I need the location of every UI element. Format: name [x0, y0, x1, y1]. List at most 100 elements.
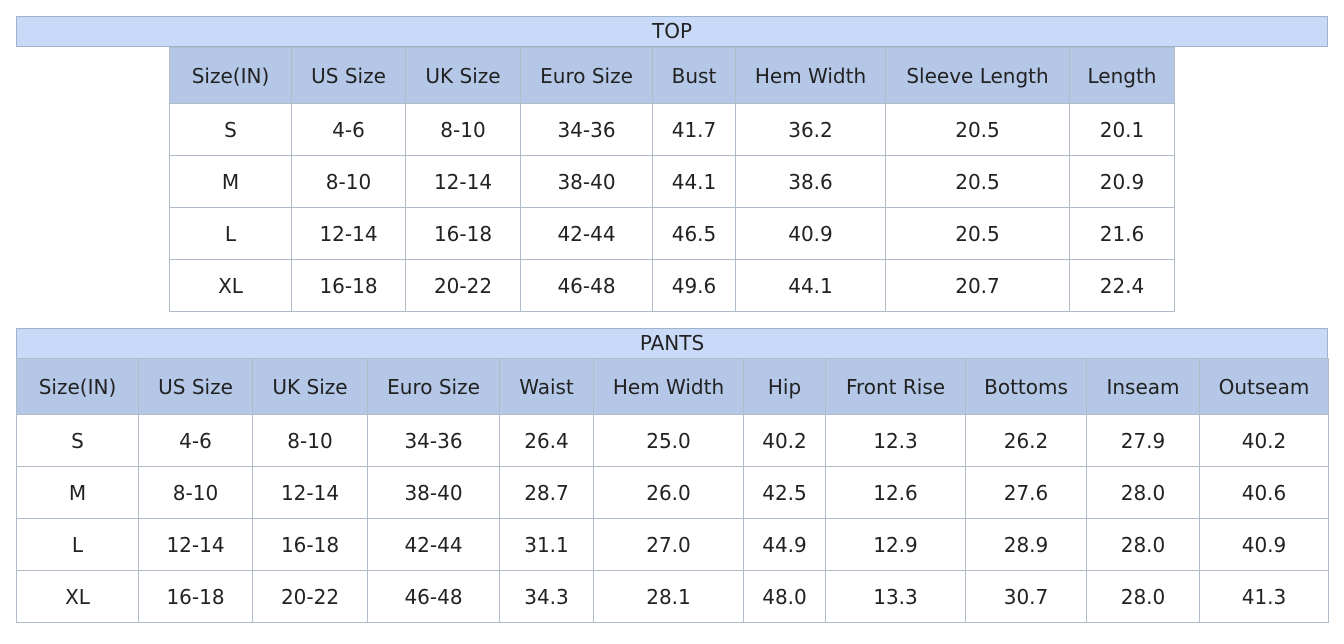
- header-cell: US Size: [138, 358, 253, 415]
- header-cell: Length: [1069, 47, 1175, 104]
- table-cell: 34-36: [520, 103, 653, 156]
- table-cell: 38-40: [367, 466, 500, 519]
- header-row: Size(IN) US Size UK Size Euro Size Bust Hem W…: [169, 47, 1175, 104]
- table-row: L 12-14 16-18 42-44 46.5 40.9 20.5 21.6: [169, 207, 1175, 260]
- table-cell: 12.3: [825, 414, 966, 467]
- table-cell: 42-44: [520, 207, 653, 260]
- size-table: Size(IN) US Size UK Size Euro Size Waist Hem …: [16, 358, 1329, 623]
- header-cell: Hem Width: [735, 47, 886, 104]
- table-cell: 20.5: [885, 103, 1070, 156]
- table-cell: M: [169, 155, 292, 208]
- table-cell: 12.9: [825, 518, 966, 571]
- header-cell: Hem Width: [593, 358, 744, 415]
- header-cell: UK Size: [252, 358, 368, 415]
- table-cell: 4-6: [138, 414, 253, 467]
- header-cell: Sleeve Length: [885, 47, 1070, 104]
- table-cell: 27.9: [1086, 414, 1200, 467]
- table-cell: 40.9: [735, 207, 886, 260]
- table-cell: 28.0: [1086, 466, 1200, 519]
- header-cell: Inseam: [1086, 358, 1200, 415]
- table-cell: 8-10: [138, 466, 253, 519]
- table-cell: 34-36: [367, 414, 500, 467]
- table-cell: 44.9: [743, 518, 826, 571]
- table-cell: 26.2: [965, 414, 1087, 467]
- table-cell: 20.9: [1069, 155, 1175, 208]
- table-cell: 20-22: [252, 570, 368, 623]
- table-cell: 49.6: [652, 259, 736, 312]
- header-row: Size(IN) US Size UK Size Euro Size Waist Hem …: [16, 358, 1329, 415]
- table-cell: 20-22: [405, 259, 521, 312]
- size-table: Size(IN) US Size UK Size Euro Size Bust Hem W…: [169, 47, 1175, 312]
- table-cell: 26.0: [593, 466, 744, 519]
- table-cell: M: [16, 466, 139, 519]
- table-cell: 25.0: [593, 414, 744, 467]
- table-row: XL 16-18 20-22 46-48 34.3 28.1 48.0 13.3 30.7 28.…: [16, 570, 1329, 623]
- table-cell: 30.7: [965, 570, 1087, 623]
- header-cell: Front Rise: [825, 358, 966, 415]
- header-cell: Size(IN): [16, 358, 139, 415]
- table-cell: 21.6: [1069, 207, 1175, 260]
- table-cell: 20.5: [885, 207, 1070, 260]
- table-cell: 28.1: [593, 570, 744, 623]
- section-title: TOP: [16, 16, 1328, 47]
- table-cell: XL: [169, 259, 292, 312]
- table-row: S 4-6 8-10 34-36 26.4 25.0 40.2 12.3 26.2 27.9 40.…: [16, 414, 1329, 467]
- table-cell: 8-10: [252, 414, 368, 467]
- header-cell: Bottoms: [965, 358, 1087, 415]
- table-cell: S: [169, 103, 292, 156]
- table-cell: 40.2: [743, 414, 826, 467]
- table-cell: 12-14: [138, 518, 253, 571]
- table-cell: 8-10: [291, 155, 406, 208]
- table-cell: 40.2: [1199, 414, 1329, 467]
- table-cell: 27.0: [593, 518, 744, 571]
- table-cell: 12.6: [825, 466, 966, 519]
- table-cell: 20.7: [885, 259, 1070, 312]
- header-cell: Hip: [743, 358, 826, 415]
- table-cell: 44.1: [735, 259, 886, 312]
- header-cell: Euro Size: [367, 358, 500, 415]
- header-cell: Bust: [652, 47, 736, 104]
- table-cell: XL: [16, 570, 139, 623]
- table-cell: 8-10: [405, 103, 521, 156]
- header-cell: US Size: [291, 47, 406, 104]
- table-cell: 16-18: [252, 518, 368, 571]
- table-cell: 46.5: [652, 207, 736, 260]
- table-cell: 38-40: [520, 155, 653, 208]
- table-row: M 8-10 12-14 38-40 44.1 38.6 20.5 20.9: [169, 155, 1175, 208]
- table-cell: 26.4: [499, 414, 594, 467]
- table-cell: 34.3: [499, 570, 594, 623]
- table-cell: 22.4: [1069, 259, 1175, 312]
- table-cell: 46-48: [520, 259, 653, 312]
- header-cell: Euro Size: [520, 47, 653, 104]
- table-cell: 12-14: [405, 155, 521, 208]
- table-row: L 12-14 16-18 42-44 31.1 27.0 44.9 12.9 28.9 28.0…: [16, 518, 1329, 571]
- table-cell: 31.1: [499, 518, 594, 571]
- table-cell: 4-6: [291, 103, 406, 156]
- table-cell: 46-48: [367, 570, 500, 623]
- table-cell: 28.0: [1086, 570, 1200, 623]
- table-cell: 38.6: [735, 155, 886, 208]
- table-cell: L: [16, 518, 139, 571]
- table-cell: 48.0: [743, 570, 826, 623]
- table-cell: 44.1: [652, 155, 736, 208]
- table-cell: 12-14: [252, 466, 368, 519]
- table-cell: 40.6: [1199, 466, 1329, 519]
- table-cell: 42.5: [743, 466, 826, 519]
- table-cell: 16-18: [405, 207, 521, 260]
- table-cell: 16-18: [291, 259, 406, 312]
- table-row: S 4-6 8-10 34-36 41.7 36.2 20.5 20.1: [169, 103, 1175, 156]
- table-cell: 41.7: [652, 103, 736, 156]
- table-cell: 28.0: [1086, 518, 1200, 571]
- table-cell: 20.1: [1069, 103, 1175, 156]
- table-row: M 8-10 12-14 38-40 28.7 26.0 42.5 12.6 27.6 28.0 4…: [16, 466, 1329, 519]
- table-cell: 28.7: [499, 466, 594, 519]
- header-cell: Waist: [499, 358, 594, 415]
- table-cell: 41.3: [1199, 570, 1329, 623]
- table-cell: 20.5: [885, 155, 1070, 208]
- table-cell: 16-18: [138, 570, 253, 623]
- table-cell: 42-44: [367, 518, 500, 571]
- table-cell: 27.6: [965, 466, 1087, 519]
- table-cell: 13.3: [825, 570, 966, 623]
- table-cell: 40.9: [1199, 518, 1329, 571]
